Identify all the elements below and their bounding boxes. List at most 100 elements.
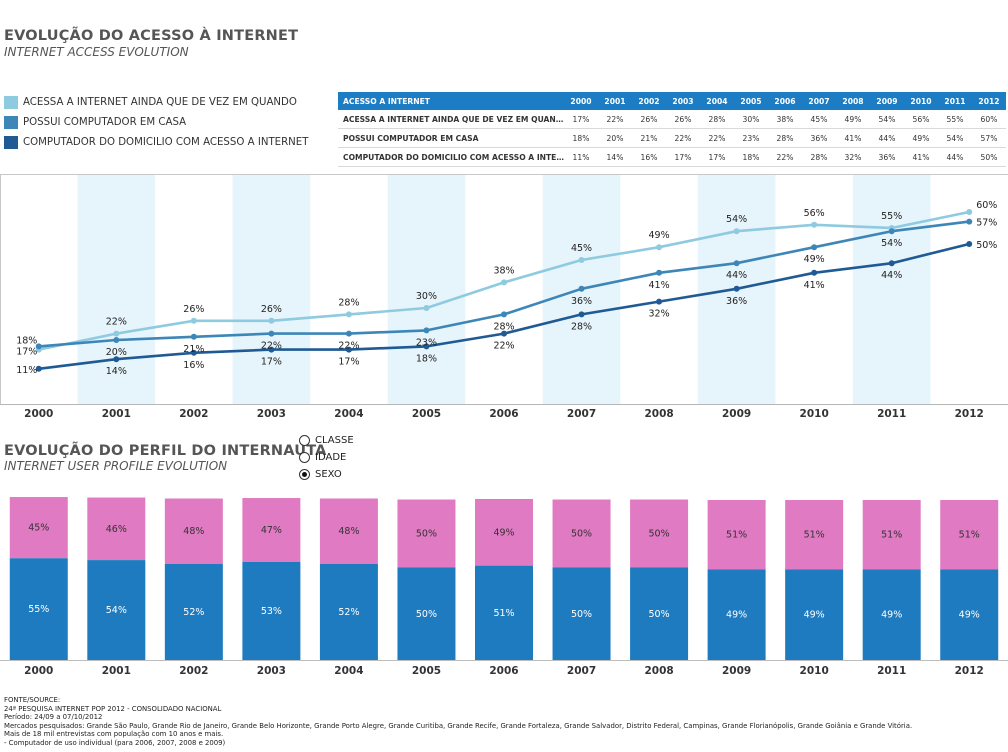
data-label: 14% <box>106 366 127 377</box>
bar-segment-blue-2010 <box>785 569 844 660</box>
bar-label-pink: 51% <box>881 530 902 541</box>
page-subtitle: INTERNET ACCESS EVOLUTION <box>4 45 189 59</box>
table-cell: 49% <box>836 110 870 129</box>
series-point <box>268 346 275 353</box>
table-cell: 22% <box>768 147 802 167</box>
data-label: 54% <box>726 214 747 225</box>
source-line: 24ª PESQUISA INTERNET POP 2012 - CONSOLI… <box>4 704 222 713</box>
table-cell: 28% <box>768 128 802 148</box>
series-point <box>966 241 973 247</box>
bar-segment-blue-2005 <box>397 567 456 660</box>
series-point <box>811 244 818 251</box>
series-point <box>733 228 740 235</box>
bar-segment-pink-2009 <box>707 499 766 570</box>
bar-segment-blue-2004 <box>319 563 378 660</box>
series-point <box>35 343 42 350</box>
bar-label-blue: 55% <box>28 604 49 615</box>
series-point <box>345 330 352 337</box>
bar-label-pink: 46% <box>106 524 127 535</box>
table-header-year: 2009 <box>870 92 904 110</box>
bar-label-blue: 52% <box>338 607 359 618</box>
table-header-year: 2002 <box>632 92 666 110</box>
legend-item-domicilio: COMPUTADOR DO DOMICILIO COM ACESSO A INT… <box>4 135 308 149</box>
radio-label: CLASSE <box>315 435 354 446</box>
table-cell: 44% <box>938 147 972 167</box>
data-label: 26% <box>261 304 282 315</box>
table-cell: 30% <box>734 110 768 129</box>
table-cell: 56% <box>904 110 938 129</box>
radio-circle[interactable] <box>299 452 310 463</box>
bar-label-blue: 54% <box>106 605 127 616</box>
series-point <box>656 269 663 276</box>
source-line: FONTE/SOURCE: <box>4 696 61 704</box>
radio-circle[interactable] <box>299 435 310 446</box>
user-profile-bar-chart: 45% 55% 2000 46% 54% 2001 48% 52% 2002 47% 53% 2003… <box>0 497 1008 677</box>
bar-segment-blue-2001 <box>87 560 146 660</box>
x-tick-label: 2006 <box>489 408 518 420</box>
legend-label: ACESSA A INTERNET AINDA QUE DE VEZ EM QU… <box>23 96 297 108</box>
series-point <box>811 269 818 276</box>
bar-segment-blue-2011 <box>862 569 921 660</box>
bar-x-label: 2001 <box>102 665 131 677</box>
data-label: 45% <box>571 243 592 254</box>
radio-idade[interactable]: IDADE <box>299 452 346 463</box>
data-label: 26% <box>183 304 204 315</box>
profile-title: EVOLUÇÃO DO PERFIL DO INTERNAUTA <box>4 443 327 459</box>
table-cell: 55% <box>938 110 972 129</box>
radio-classe[interactable]: CLASSE <box>299 435 354 446</box>
data-label: 28% <box>338 297 359 308</box>
legend-label: POSSUI COMPUTADOR EM CASA <box>23 116 187 128</box>
bar-label-pink: 51% <box>726 530 747 541</box>
radio-sexo[interactable]: SEXO <box>299 469 342 480</box>
bar-x-label: 2003 <box>257 665 286 677</box>
data-label: 30% <box>416 291 437 302</box>
legend-item-possui: POSSUI COMPUTADOR EM CASA <box>4 115 186 129</box>
radio-circle[interactable] <box>299 469 310 480</box>
table-header-year: 2008 <box>836 92 870 110</box>
table-cell: 16% <box>632 147 666 167</box>
bar-label-blue: 51% <box>493 608 514 619</box>
data-label: 16% <box>183 360 204 371</box>
table-row: POSSUI COMPUTADOR EM CASA 18% 20% 21% 22% 22%… <box>338 128 1006 148</box>
x-tick-label: 2011 <box>877 408 906 420</box>
x-tick-label: 2003 <box>257 408 286 420</box>
data-label: 44% <box>881 270 902 281</box>
data-label: 55% <box>881 211 902 222</box>
data-label: 44% <box>726 270 747 281</box>
x-tick-label: 2007 <box>567 408 596 420</box>
bar-x-label: 2011 <box>877 665 906 677</box>
bar-segment-pink-2011 <box>862 499 921 570</box>
data-label: 18% <box>16 336 37 347</box>
data-label: 20% <box>106 347 127 358</box>
table-cell: 41% <box>836 128 870 148</box>
band-2001 <box>77 174 156 404</box>
table-row-label: ACESSA A INTERNET AINDA QUE DE VEZ EM QU… <box>338 110 564 129</box>
bar-segment-blue-2002 <box>164 563 223 660</box>
data-label: 56% <box>804 208 825 219</box>
table-cell: 49% <box>904 128 938 148</box>
series-point <box>268 330 275 337</box>
bar-label-blue: 49% <box>959 610 980 621</box>
series-point <box>345 311 352 318</box>
series-point <box>966 218 973 225</box>
table-cell: 36% <box>802 128 836 148</box>
data-label: 41% <box>649 280 670 291</box>
table-header-label: ACESSO A INTERNET <box>338 92 564 110</box>
series-point <box>888 228 895 235</box>
internet-access-line-chart: 2000 2001 2002 2003 2004 2005 2006 2007 2008 2009… <box>0 174 1008 420</box>
bar-x-label: 2004 <box>334 665 363 677</box>
data-label: 50% <box>976 240 997 251</box>
series-point <box>190 333 197 340</box>
series-point <box>733 260 740 267</box>
table-header-year: 2007 <box>802 92 836 110</box>
legend-label: COMPUTADOR DO DOMICILIO COM ACESSO A INT… <box>23 136 309 148</box>
table-cell: 26% <box>632 110 666 129</box>
bar-label-blue: 49% <box>726 610 747 621</box>
bar-segment-pink-2001 <box>87 497 146 561</box>
x-tick-label: 2001 <box>102 408 131 420</box>
x-tick-label: 2000 <box>24 408 53 420</box>
data-label: 54% <box>881 238 902 249</box>
bar-x-label: 2007 <box>567 665 596 677</box>
band-2005 <box>387 174 466 404</box>
bar-segment-pink-2008 <box>630 499 689 568</box>
